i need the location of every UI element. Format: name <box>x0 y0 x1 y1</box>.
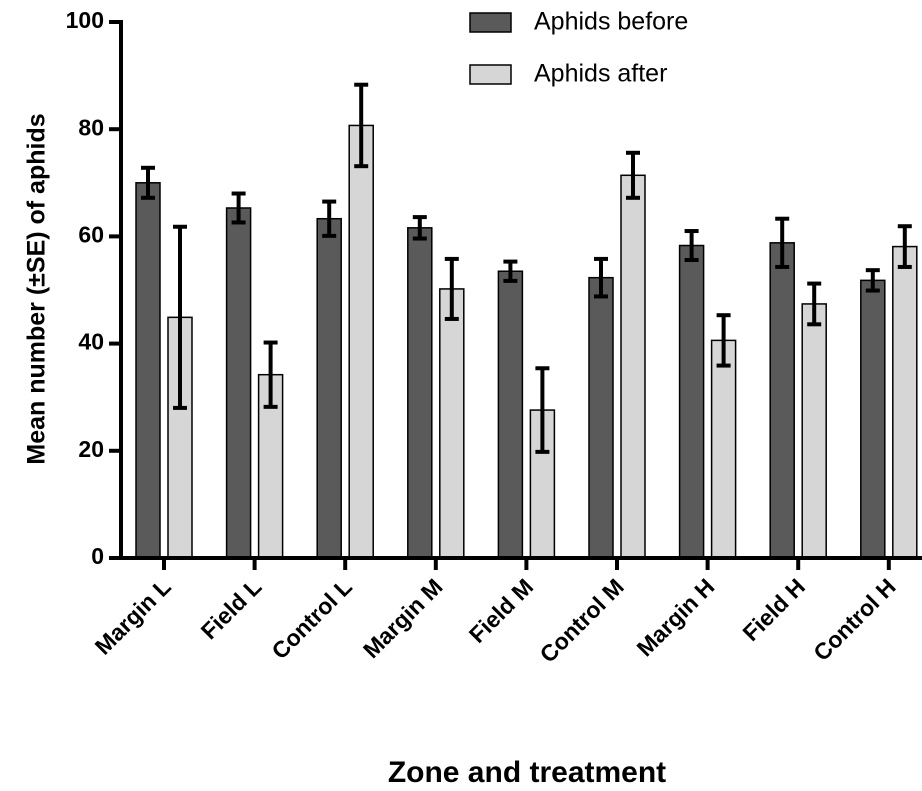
bar-before-7 <box>769 242 795 559</box>
bar-before-6 <box>678 244 705 559</box>
legend-swatch-before <box>469 12 512 33</box>
bar-before-0 <box>135 182 161 559</box>
x-tick-label: Margin M <box>358 573 448 663</box>
bar-after-3 <box>439 288 465 559</box>
y-tick-label: 20 <box>78 436 104 462</box>
x-tick-label: Control M <box>535 573 629 667</box>
x-axis-title: Zone and treatment <box>388 756 666 789</box>
bar-before-2 <box>316 217 342 559</box>
bar-after-7 <box>801 303 827 559</box>
y-tick-label: 60 <box>78 221 104 247</box>
x-tick-label: Margin H <box>631 573 719 661</box>
bar-after-5 <box>620 174 646 559</box>
legend-swatch-after <box>469 64 512 85</box>
bar-after-6 <box>710 339 737 559</box>
bar-before-1 <box>225 207 252 559</box>
bar-before-4 <box>497 270 524 559</box>
x-tick-label: Field M <box>464 573 538 647</box>
y-tick-label: 0 <box>91 543 104 569</box>
legend-label-after: Aphids after <box>534 60 667 88</box>
x-tick-label: Control L <box>266 573 357 664</box>
x-tick-label: Field H <box>737 573 810 646</box>
bar-after-8 <box>892 245 918 559</box>
bar-after-2 <box>348 124 374 559</box>
x-tick-label: Field L <box>196 573 267 644</box>
y-tick-label: 80 <box>78 114 104 140</box>
legend: Aphids before Aphids after <box>469 8 688 88</box>
y-tick-label: 100 <box>66 7 104 33</box>
legend-label-before: Aphids before <box>534 8 688 36</box>
y-axis-title: Mean number (±SE) of aphids <box>23 113 51 464</box>
x-tick-label: Margin L <box>90 573 176 659</box>
bar-before-5 <box>588 276 614 559</box>
y-tick-label: 40 <box>78 329 104 355</box>
bar-before-3 <box>407 227 433 559</box>
x-tick-label: Control H <box>808 573 900 665</box>
bar-before-8 <box>860 279 886 559</box>
